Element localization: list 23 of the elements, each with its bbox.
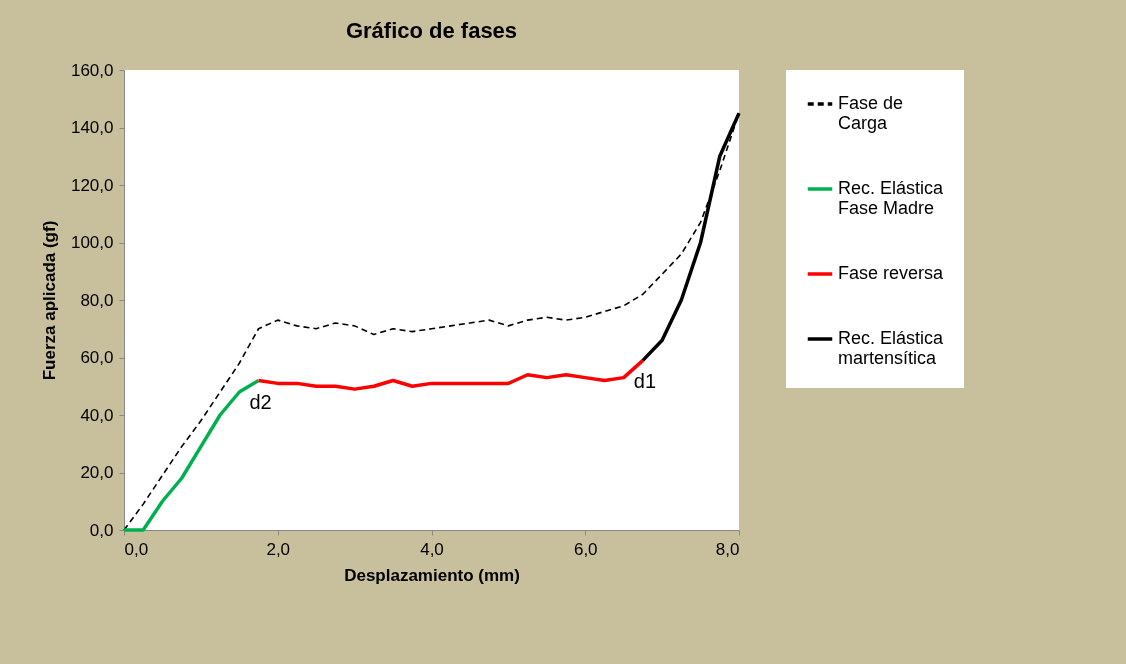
x-tick-label: 8,0 [715, 539, 740, 559]
x-tick-label: 4,0 [420, 539, 444, 559]
annotation: d1 [633, 370, 657, 393]
legend-label: Rec. Elástica martensítica [838, 328, 945, 368]
x-tick-label: 6,0 [573, 539, 598, 559]
legend-label: Fase de Carga [838, 93, 904, 133]
legend-label: Fase reversa [838, 263, 945, 283]
y-tick-label: 80,0 [80, 290, 114, 310]
annotation: d2 [249, 390, 272, 413]
legend-label: Rec. Elástica Fase Madre [838, 178, 945, 218]
y-tick-label: 40,0 [80, 405, 114, 425]
y-tick-label: 0,0 [89, 520, 114, 540]
y-tick-label: 100,0 [70, 233, 114, 252]
chart-title: Gráfico de fases [345, 18, 518, 43]
y-axis-title: Fuerza aplicada (gf) [39, 220, 59, 381]
y-tick-label: 60,0 [80, 348, 114, 367]
x-tick-label: 0,0 [124, 539, 149, 559]
y-tick-label: 20,0 [80, 463, 114, 482]
y-tick-label: 160,0 [70, 60, 114, 80]
x-tick-label: 2,0 [266, 539, 291, 559]
x-axis-title: Desplazamiento (mm) [344, 565, 520, 585]
y-tick-label: 140,0 [70, 118, 114, 137]
y-tick-label: 120,0 [70, 175, 114, 195]
